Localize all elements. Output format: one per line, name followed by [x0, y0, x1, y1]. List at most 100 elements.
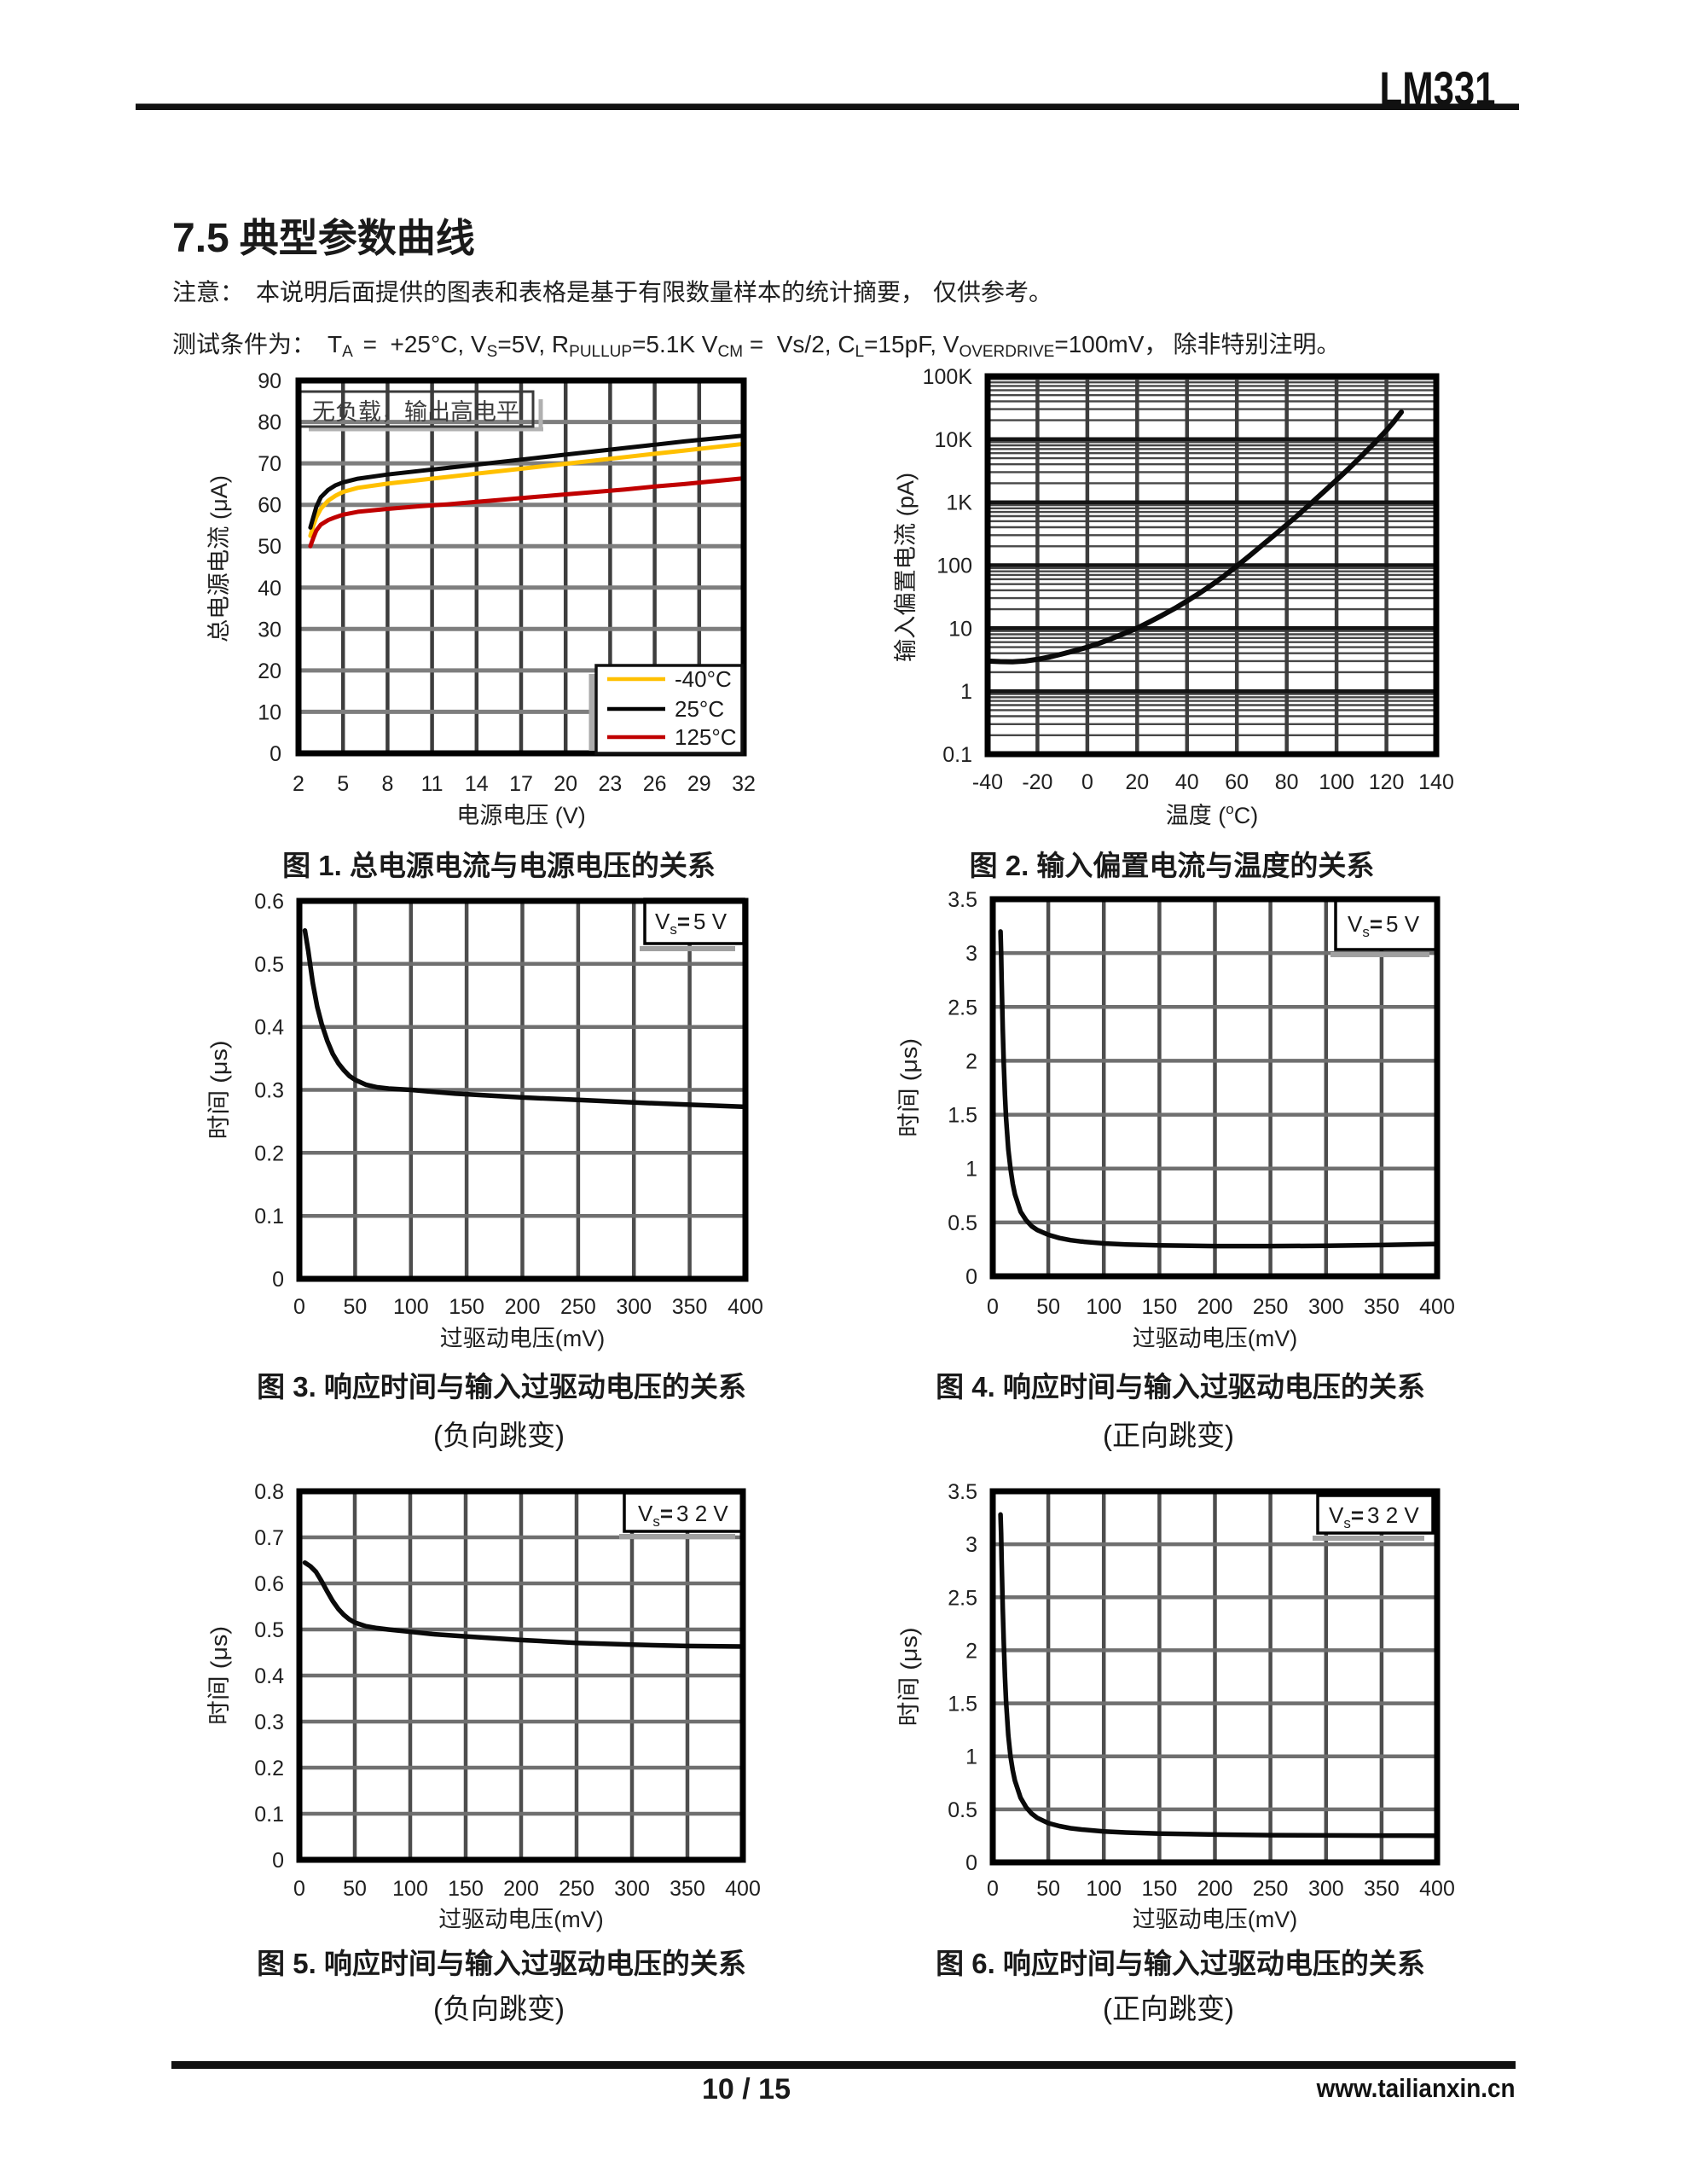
svg-text:0.2: 0.2 [254, 1141, 284, 1165]
svg-text:150: 150 [1142, 1877, 1178, 1901]
svg-text:80: 80 [258, 411, 281, 435]
svg-text:100: 100 [1319, 770, 1354, 794]
svg-text:100: 100 [392, 1877, 428, 1901]
svg-text:100: 100 [393, 1295, 429, 1319]
svg-text:10: 10 [948, 617, 972, 641]
svg-text:200: 200 [505, 1295, 541, 1319]
svg-text:过驱动电压(mV): 过驱动电压(mV) [438, 1907, 603, 1932]
svg-text:0.4: 0.4 [254, 1664, 284, 1688]
svg-text:输入偏置电流 (pA): 输入偏置电流 (pA) [893, 473, 919, 662]
svg-text:60: 60 [1225, 770, 1249, 794]
svg-text:Vs=3 2 V: Vs= 3 2 V [1329, 1502, 1419, 1531]
svg-text:80: 80 [1275, 770, 1299, 794]
svg-text:0.3: 0.3 [254, 1079, 284, 1103]
svg-text:200: 200 [503, 1877, 539, 1901]
svg-text:时间 (μs): 时间 (μs) [206, 1041, 232, 1140]
svg-text:3.5: 3.5 [948, 1480, 977, 1504]
svg-text:150: 150 [449, 1295, 484, 1319]
svg-text:100: 100 [936, 555, 972, 578]
svg-text:300: 300 [1308, 1295, 1344, 1319]
svg-text:400: 400 [1419, 1295, 1455, 1319]
svg-text:过驱动电压(mV): 过驱动电压(mV) [1133, 1326, 1297, 1351]
svg-text:0: 0 [293, 1877, 305, 1901]
svg-text:250: 250 [1253, 1295, 1289, 1319]
svg-text:1.5: 1.5 [948, 1104, 977, 1128]
svg-text:时间 (μs): 时间 (μs) [896, 1628, 922, 1727]
svg-text:电源电压 (V): 电源电压 (V) [456, 803, 586, 828]
svg-text:300: 300 [614, 1877, 650, 1901]
svg-text:0: 0 [987, 1295, 999, 1319]
svg-text:250: 250 [1253, 1877, 1289, 1901]
svg-text:温度 (oC): 温度 (oC) [1166, 801, 1258, 828]
svg-text:10 / 15: 10 / 15 [702, 2073, 791, 2106]
svg-text:140: 140 [1418, 770, 1454, 794]
svg-text:100: 100 [1086, 1295, 1122, 1319]
svg-text:100K: 100K [923, 365, 973, 389]
svg-text:125°C: 125°C [675, 724, 737, 750]
svg-text:0: 0 [965, 1265, 977, 1289]
svg-text:Vs=3 2 V: Vs= 3 2 V [638, 1501, 728, 1530]
svg-text:0: 0 [293, 1295, 305, 1319]
svg-text:(负向跳变): (负向跳变) [433, 1420, 565, 1451]
svg-text:图 1. 总电源电流与电源电压的关系: 图 1. 总电源电流与电源电压的关系 [282, 850, 716, 881]
svg-text:图 5. 响应时间与输入过驱动电压的关系: 图 5. 响应时间与输入过驱动电压的关系 [257, 1948, 746, 1979]
svg-text:50: 50 [258, 535, 281, 559]
svg-text:26: 26 [643, 772, 667, 796]
svg-text:200: 200 [1197, 1295, 1233, 1319]
svg-text:无负载，输出高电平: 无负载，输出高电平 [312, 399, 519, 425]
svg-text:400: 400 [725, 1877, 761, 1901]
svg-text:2: 2 [293, 772, 304, 796]
svg-text:0: 0 [1081, 770, 1093, 794]
svg-text:0: 0 [965, 1851, 977, 1875]
svg-text:1: 1 [965, 1745, 977, 1769]
svg-text:10K: 10K [935, 428, 973, 452]
svg-text:150: 150 [1142, 1295, 1178, 1319]
svg-text:60: 60 [258, 494, 281, 518]
svg-text:250: 250 [560, 1295, 596, 1319]
svg-text:100: 100 [1086, 1877, 1122, 1901]
svg-text:过驱动电压(mV): 过驱动电压(mV) [440, 1326, 605, 1351]
svg-text:350: 350 [1364, 1877, 1400, 1901]
svg-text:40: 40 [1175, 770, 1199, 794]
svg-text:3: 3 [965, 942, 977, 966]
svg-text:0.6: 0.6 [254, 1572, 284, 1596]
svg-text:25°C: 25°C [675, 696, 724, 722]
svg-text:0.5: 0.5 [254, 953, 284, 977]
svg-text:图 2. 输入偏置电流与温度的关系: 图 2. 输入偏置电流与温度的关系 [970, 850, 1375, 881]
svg-text:0: 0 [270, 742, 281, 766]
svg-text:3: 3 [965, 1533, 977, 1557]
svg-text:1: 1 [960, 680, 972, 704]
svg-text:8: 8 [381, 772, 393, 796]
svg-text:总电源电流 (μA): 总电源电流 (μA) [206, 475, 232, 642]
svg-text:200: 200 [1197, 1877, 1233, 1901]
svg-text:0.5: 0.5 [254, 1618, 284, 1642]
svg-text:50: 50 [1036, 1877, 1060, 1901]
svg-text:过驱动电压(mV): 过驱动电压(mV) [1133, 1907, 1297, 1932]
svg-text:-40°C: -40°C [675, 666, 732, 692]
svg-text:2: 2 [965, 1049, 977, 1073]
svg-text:-20: -20 [1022, 770, 1052, 794]
svg-text:11: 11 [421, 772, 443, 796]
svg-text:0.7: 0.7 [254, 1526, 284, 1550]
svg-text:250: 250 [559, 1877, 594, 1901]
svg-text:0.5: 0.5 [948, 1211, 977, 1235]
svg-text:10: 10 [258, 700, 281, 724]
svg-text:350: 350 [670, 1877, 705, 1901]
svg-text:0.4: 0.4 [254, 1016, 284, 1040]
svg-text:1.5: 1.5 [948, 1693, 977, 1716]
svg-text:1K: 1K [946, 491, 972, 515]
svg-text:图 3. 响应时间与输入过驱动电压的关系: 图 3. 响应时间与输入过驱动电压的关系 [257, 1371, 746, 1403]
svg-text:0: 0 [272, 1268, 284, 1292]
svg-text:20: 20 [554, 772, 577, 796]
svg-text:400: 400 [1419, 1877, 1455, 1901]
svg-text:0.2: 0.2 [254, 1757, 284, 1780]
svg-text:300: 300 [616, 1295, 652, 1319]
svg-text:注意：本说明后面提供的图表和表格是基于有限数量样本的统计摘要: 注意： 本说明后面提供的图表和表格是基于有限数量样本的统计摘要， 仅供参考。 [172, 279, 1052, 305]
svg-text:0.8: 0.8 [254, 1480, 284, 1504]
svg-text:时间 (μs): 时间 (μs) [206, 1626, 232, 1725]
svg-text:0: 0 [272, 1849, 284, 1873]
svg-text:90: 90 [258, 369, 281, 393]
svg-text:5: 5 [337, 772, 349, 796]
svg-text:0: 0 [987, 1877, 999, 1901]
